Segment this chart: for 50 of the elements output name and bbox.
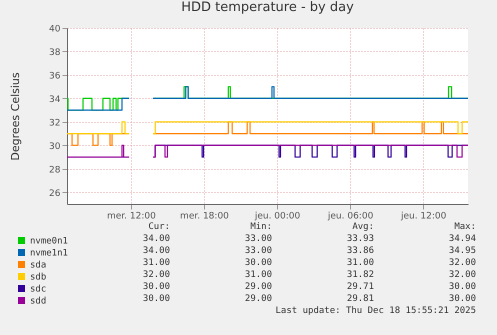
y-tick-label: 36 (49, 71, 61, 82)
legend-label: nvme0n1 (30, 236, 68, 246)
text: Cur: (148, 222, 170, 232)
y-tick-label: 40 (49, 24, 61, 34)
text: 30.00 (448, 294, 476, 304)
text: 30.00 (142, 282, 170, 292)
text: 30.00 (448, 282, 476, 292)
x-tick-label: jeu. 06:00 (326, 212, 374, 222)
text: Last update: Thu Dec 18 15:55:21 2025 (276, 306, 476, 316)
x-tick-label: mer. 18:00 (180, 212, 230, 222)
text: 34.00 (142, 246, 170, 256)
text: 29.00 (244, 294, 272, 304)
text: 34.94 (448, 234, 476, 244)
text: 31.00 (346, 258, 374, 268)
text: 33.00 (244, 246, 272, 256)
legend-label: sda (30, 260, 46, 270)
x-tick-label: mer. 12:00 (107, 212, 156, 222)
legend-label: sdc (30, 284, 46, 294)
text: 34.95 (448, 246, 476, 256)
text: 33.00 (244, 234, 272, 244)
chart-title: HDD temperature - by day (181, 0, 354, 15)
y-axis-title: Degrees Celsius (9, 72, 22, 161)
text: 33.93 (346, 234, 374, 244)
text: 31.00 (244, 270, 272, 280)
y-tick-label: 38 (49, 48, 61, 58)
text: 29.81 (346, 294, 374, 304)
text: 31.82 (346, 270, 374, 280)
text: 32.00 (142, 270, 170, 280)
y-tick-label: 34 (49, 94, 61, 105)
text: 32.00 (448, 270, 476, 280)
text: Avg: (352, 222, 374, 232)
legend-label: sdd (30, 296, 46, 306)
text: Max: (454, 222, 476, 232)
text: 34.00 (142, 234, 170, 244)
x-tick-label: jeu. 12:00 (400, 212, 447, 222)
legend-label: nvme1n1 (30, 248, 68, 258)
legend-label: sdb (30, 272, 46, 282)
y-tick-label: 30 (49, 142, 61, 152)
text: 30.00 (142, 294, 170, 304)
y-tick-label: 28 (49, 165, 61, 176)
text: Min: (250, 222, 272, 232)
x-tick-label: jeu. 00:00 (254, 212, 301, 222)
text: 29.71 (346, 282, 374, 292)
text: 32.00 (448, 258, 476, 268)
text: 30.00 (244, 258, 272, 268)
text: 29.00 (244, 282, 272, 292)
text: 33.86 (346, 246, 374, 256)
y-tick-label: 26 (49, 188, 61, 199)
text: 31.00 (142, 258, 170, 268)
y-tick-label: 32 (49, 118, 60, 128)
